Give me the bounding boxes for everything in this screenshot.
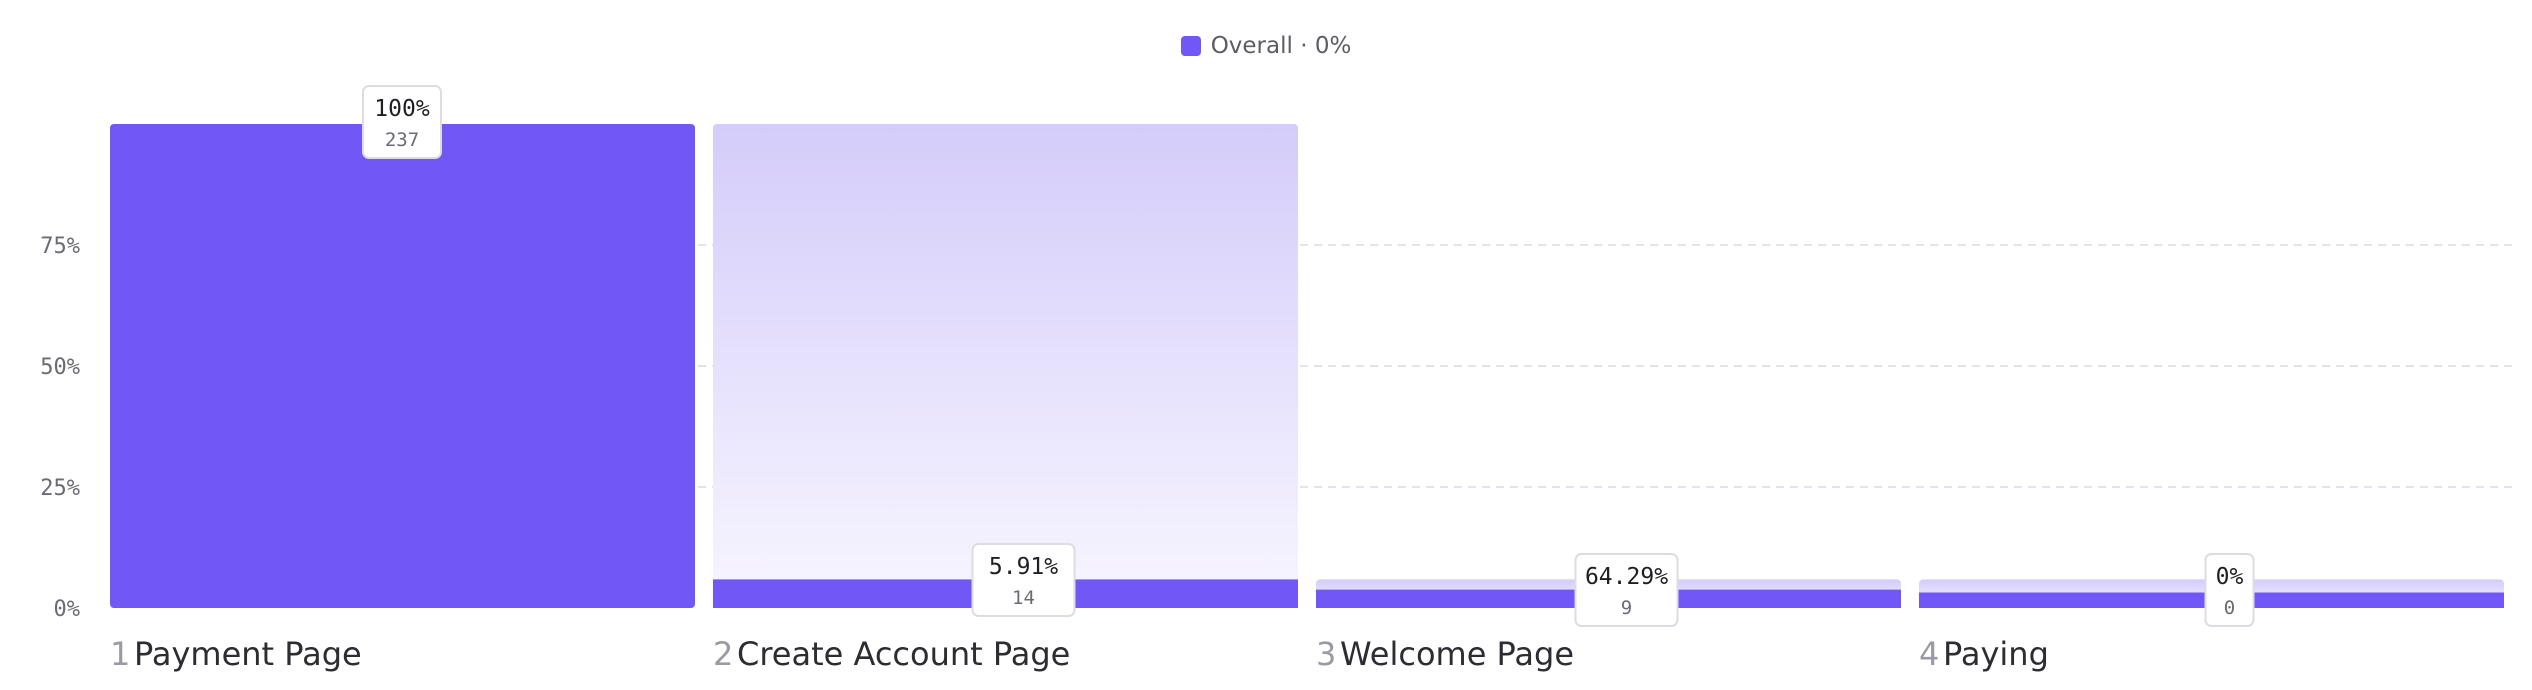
y-tick-label: 25% [40, 476, 80, 501]
conversion-label: 64.29% [1585, 564, 1668, 590]
step-name: Paying [1943, 635, 2049, 673]
step-number: 2 [713, 635, 733, 673]
step-number: 4 [1919, 635, 1939, 673]
legend-swatch-overall [1180, 36, 1201, 56]
count-label: 9 [1621, 597, 1632, 619]
conversion-label: 100% [374, 96, 430, 122]
y-tick-label: 75% [40, 234, 80, 259]
step-name: Welcome Page [1340, 635, 1574, 673]
value-tooltip: 5.91% 14 [971, 543, 1076, 617]
value-tooltip: 0%0 [2204, 553, 2255, 627]
step-number: 3 [1316, 635, 1336, 673]
value-tooltip: 64.29% 9 [1574, 553, 1679, 627]
tooltip-box [971, 543, 1076, 617]
previous-step-bar[interactable] [713, 124, 1298, 608]
count-label: 14 [1012, 587, 1035, 609]
step-number: 1 [110, 635, 130, 673]
value-tooltip: 100% 237 [362, 85, 442, 159]
y-tick-label: 50% [40, 355, 80, 380]
count-label: 0 [2224, 597, 2235, 619]
y-tick-label: 0% [54, 597, 81, 622]
chart-legend[interactable]: Overall · 0% [0, 33, 2532, 59]
legend-label-overall: Overall · 0% [1210, 33, 1352, 59]
count-label: 237 [385, 129, 419, 151]
conversion-label: 5.91% [989, 554, 1058, 580]
conversion-label: 0% [2216, 564, 2244, 590]
tooltip-box [362, 85, 442, 159]
tooltip-box [1574, 553, 1679, 627]
tooltip-box [2204, 553, 2255, 627]
bar-payment-page[interactable] [110, 124, 695, 608]
step-name: Payment Page [134, 635, 362, 673]
step-name: Create Account Page [737, 635, 1070, 673]
